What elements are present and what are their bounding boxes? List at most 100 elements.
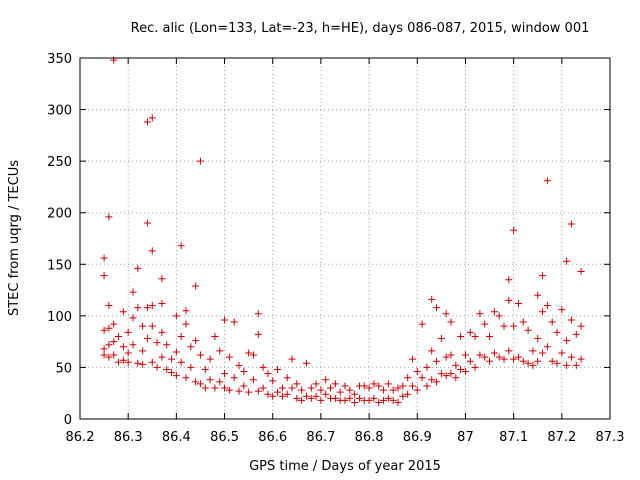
y-tick-label: 0 xyxy=(64,413,72,428)
data-point xyxy=(442,353,450,361)
data-point xyxy=(211,384,219,392)
data-point xyxy=(283,390,291,398)
data-point xyxy=(177,242,185,250)
y-tick-label: 50 xyxy=(55,361,72,376)
data-point xyxy=(216,347,224,355)
data-point xyxy=(124,349,132,357)
data-point xyxy=(375,398,383,406)
data-point xyxy=(235,361,243,369)
data-point xyxy=(543,343,551,351)
data-point xyxy=(490,349,498,357)
data-point xyxy=(389,396,397,404)
data-point xyxy=(486,357,494,365)
data-point xyxy=(148,358,156,366)
data-point xyxy=(452,361,460,369)
data-point xyxy=(240,382,248,390)
data-point xyxy=(192,337,200,345)
data-point xyxy=(124,328,132,336)
data-point xyxy=(505,296,513,304)
data-point xyxy=(346,386,354,394)
data-point xyxy=(143,335,151,343)
data-point xyxy=(312,380,320,388)
data-point xyxy=(201,384,209,392)
data-point xyxy=(510,322,518,330)
data-point xyxy=(384,380,392,388)
data-point xyxy=(437,335,445,343)
data-point xyxy=(264,370,272,378)
data-point xyxy=(274,388,282,396)
data-point xyxy=(399,382,407,390)
data-point xyxy=(529,361,537,369)
data-point xyxy=(230,374,238,382)
x-tick-label: 86.7 xyxy=(306,430,335,445)
data-point xyxy=(139,322,147,330)
data-point xyxy=(577,268,585,276)
data-point xyxy=(433,357,441,365)
data-point xyxy=(351,390,359,398)
data-point xyxy=(389,386,397,394)
data-point xyxy=(148,302,156,310)
data-point xyxy=(110,338,118,346)
data-point xyxy=(437,370,445,378)
data-point xyxy=(514,299,522,307)
data-point xyxy=(428,376,436,384)
data-point xyxy=(346,394,354,402)
data-point xyxy=(129,341,137,349)
data-point xyxy=(466,328,474,336)
data-point xyxy=(221,316,229,324)
data-point xyxy=(322,376,330,384)
data-point xyxy=(539,272,547,280)
data-point xyxy=(331,394,339,402)
data-point xyxy=(249,351,257,359)
data-point xyxy=(495,312,503,320)
data-point xyxy=(418,320,426,328)
data-point xyxy=(404,390,412,398)
x-tick-label: 87.3 xyxy=(596,430,625,445)
data-point xyxy=(115,332,123,340)
data-point xyxy=(423,382,431,390)
data-point xyxy=(418,374,426,382)
data-point xyxy=(447,351,455,359)
data-point xyxy=(336,388,344,396)
data-point xyxy=(139,360,147,368)
grid-lines xyxy=(80,58,610,419)
data-point xyxy=(404,374,412,382)
x-tick-label: 86.5 xyxy=(210,430,239,445)
data-point xyxy=(514,353,522,361)
data-point xyxy=(100,351,108,359)
data-point xyxy=(293,394,301,402)
y-tick-label: 200 xyxy=(47,207,72,222)
data-point xyxy=(423,363,431,371)
data-point xyxy=(534,335,542,343)
data-point xyxy=(567,353,575,361)
data-point xyxy=(196,157,204,165)
data-point xyxy=(543,177,551,185)
data-point xyxy=(447,318,455,326)
data-point xyxy=(534,291,542,299)
data-point xyxy=(413,368,421,376)
axis-ticks xyxy=(79,57,611,420)
x-tick-label: 87 xyxy=(457,430,474,445)
data-point xyxy=(519,318,527,326)
data-point xyxy=(302,392,310,400)
data-point xyxy=(380,386,388,394)
data-point xyxy=(119,308,127,316)
data-point xyxy=(158,353,166,361)
data-point xyxy=(510,226,518,234)
data-point xyxy=(163,341,171,349)
data-point xyxy=(298,396,306,404)
data-point xyxy=(153,363,161,371)
y-tick-label: 350 xyxy=(47,52,72,67)
data-point xyxy=(182,307,190,315)
data-point xyxy=(168,369,176,377)
data-point xyxy=(119,343,127,351)
data-point xyxy=(505,276,513,284)
data-point xyxy=(100,254,108,262)
data-point xyxy=(461,351,469,359)
data-point xyxy=(278,384,286,392)
data-point xyxy=(110,320,118,328)
data-point xyxy=(100,326,108,334)
data-point xyxy=(548,318,556,326)
data-point xyxy=(168,355,176,363)
data-point xyxy=(471,332,479,340)
